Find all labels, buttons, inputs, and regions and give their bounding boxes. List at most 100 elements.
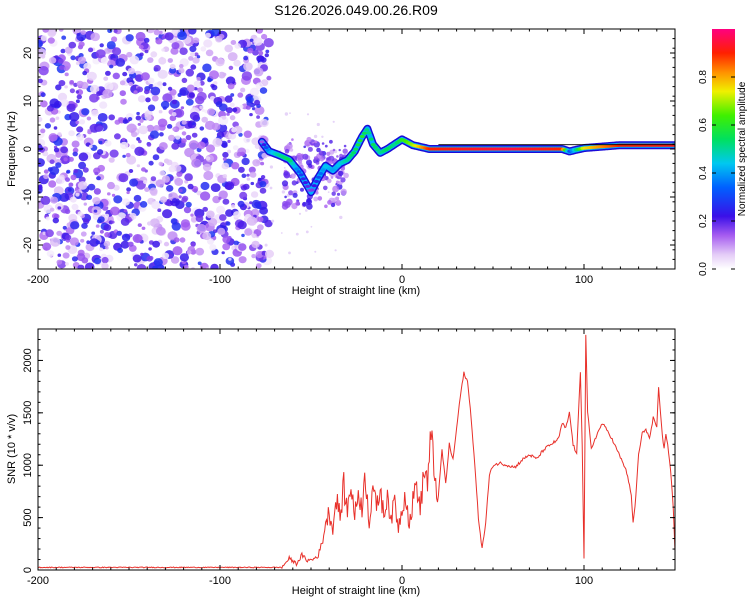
noise-speck xyxy=(149,218,160,228)
noise-speck xyxy=(206,210,215,219)
noise-speck xyxy=(137,223,142,228)
noise-speck xyxy=(201,116,208,123)
noise-speck xyxy=(99,229,104,234)
chart-title: S126.2026.049.00.26.R09 xyxy=(274,2,438,18)
noise-speck xyxy=(162,93,173,103)
noise-speck xyxy=(312,143,315,146)
noise-speck xyxy=(222,174,228,179)
noise-speck xyxy=(284,112,289,116)
noise-speck xyxy=(185,134,192,141)
noise-speck xyxy=(191,158,202,168)
noise-speck xyxy=(191,122,196,126)
noise-speck xyxy=(48,133,58,142)
noise-speck xyxy=(252,159,261,167)
noise-speck xyxy=(136,86,144,93)
noise-speck xyxy=(175,134,181,140)
noise-speck xyxy=(147,77,155,84)
noise-speck xyxy=(219,34,225,39)
noise-speck xyxy=(313,156,318,161)
noise-speck xyxy=(62,252,70,259)
noise-speck xyxy=(52,217,59,224)
noise-speck xyxy=(152,154,160,161)
noise-speck xyxy=(146,255,153,262)
noise-speck xyxy=(202,231,212,241)
noise-speck xyxy=(141,226,146,230)
noise-speck xyxy=(88,144,93,149)
noise-speck xyxy=(171,112,177,117)
noise-speck xyxy=(338,170,344,176)
noise-speck xyxy=(47,29,57,37)
noise-speck xyxy=(76,133,85,141)
ridge-cell xyxy=(320,168,326,172)
y-tick-label: 1500 xyxy=(22,401,34,425)
noise-speck xyxy=(226,112,230,116)
noise-speck xyxy=(289,112,291,114)
noise-speck xyxy=(166,185,174,192)
noise-speck xyxy=(67,188,72,192)
noise-speck xyxy=(171,42,180,50)
noise-speck xyxy=(159,170,166,176)
noise-speck xyxy=(243,62,253,71)
snr-x-axis-label: Height of straight line (km) xyxy=(292,585,420,597)
noise-speck xyxy=(192,57,200,64)
noise-speck xyxy=(188,29,197,35)
noise-speck xyxy=(56,176,65,185)
noise-speck xyxy=(196,55,201,59)
noise-speck xyxy=(305,209,308,212)
noise-speck xyxy=(115,58,126,67)
noise-speck xyxy=(169,176,174,180)
noise-speck xyxy=(139,201,148,208)
noise-speck xyxy=(40,128,46,134)
noise-speck xyxy=(331,191,336,196)
noise-speck xyxy=(324,204,328,209)
noise-speck xyxy=(233,240,239,246)
noise-speck xyxy=(224,181,235,191)
noise-speck xyxy=(179,64,184,69)
noise-speck xyxy=(303,145,307,149)
noise-speck xyxy=(139,52,144,57)
noise-speck xyxy=(238,132,243,137)
noise-speck xyxy=(89,238,99,247)
noise-speck xyxy=(68,130,75,137)
x-tick-label: -100 xyxy=(209,274,231,286)
noise-speck xyxy=(112,72,121,80)
y-tick-label: 10 xyxy=(22,95,34,107)
noise-speck xyxy=(172,246,183,256)
noise-speck xyxy=(40,195,51,205)
noise-speck xyxy=(123,209,128,213)
noise-speck xyxy=(229,115,236,121)
noise-speck xyxy=(38,40,43,48)
noise-speck xyxy=(141,167,146,172)
noise-speck xyxy=(140,252,144,256)
noise-speck xyxy=(63,157,68,162)
noise-speck xyxy=(292,192,298,198)
noise-speck xyxy=(76,80,84,88)
colorbar-tick-label: 0.0 xyxy=(698,262,709,276)
noise-speck xyxy=(260,161,265,166)
noise-speck xyxy=(183,264,189,269)
x-tick-label: -200 xyxy=(27,575,49,587)
noise-speck xyxy=(95,49,106,59)
noise-speck xyxy=(205,156,211,161)
noise-speck xyxy=(114,133,121,140)
noise-speck xyxy=(249,87,260,97)
noise-speck xyxy=(93,123,104,132)
noise-speck xyxy=(179,237,186,243)
noise-speck xyxy=(75,90,80,94)
ridge-cell xyxy=(355,143,361,147)
ridge-cell xyxy=(311,184,317,188)
noise-speck xyxy=(306,203,313,210)
noise-speck xyxy=(184,147,195,158)
noise-speck xyxy=(225,107,233,114)
noise-speck xyxy=(290,173,296,179)
noise-speck xyxy=(180,219,190,228)
noise-speck xyxy=(188,140,199,150)
noise-speck xyxy=(195,95,205,105)
noise-speck xyxy=(89,84,100,94)
noise-speck xyxy=(109,64,114,69)
noise-speck xyxy=(55,116,60,120)
noise-speck xyxy=(177,31,188,40)
ridge-cell xyxy=(302,181,309,185)
noise-speck xyxy=(339,215,343,220)
noise-speck xyxy=(183,206,192,214)
